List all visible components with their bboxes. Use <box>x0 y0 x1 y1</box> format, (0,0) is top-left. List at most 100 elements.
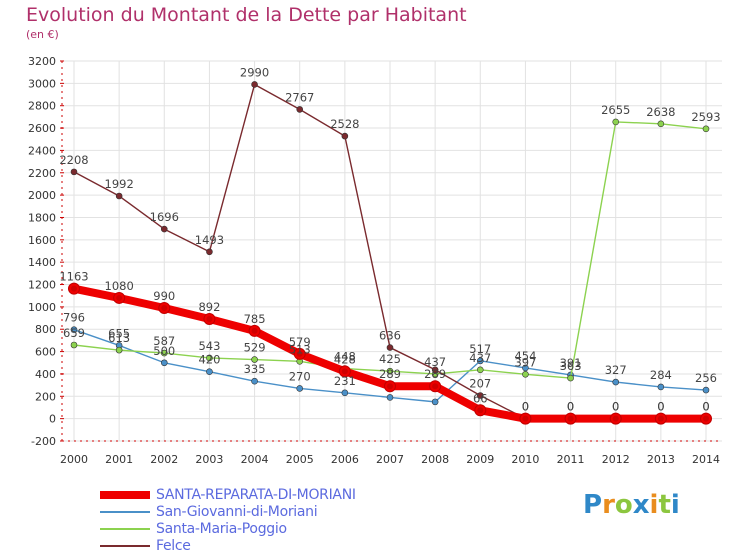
data-point-felce <box>70 168 78 176</box>
data-label-santa-reparata: 0 <box>612 400 619 414</box>
x-tick-label: 2003 <box>195 453 223 466</box>
data-label-santa-maria: 587 <box>153 334 175 348</box>
y-tick-label: 200 <box>35 390 56 403</box>
data-point-san-giovanni <box>657 383 665 391</box>
data-label-santa-reparata: 0 <box>702 400 709 414</box>
legend-item-santa-reparata: SANTA-REPARATA-DI-MORIANI <box>100 486 356 503</box>
data-label-san-giovanni: 454 <box>514 349 536 363</box>
legend-swatch-felce <box>100 544 150 547</box>
logo-letter: r <box>602 490 615 520</box>
data-label-santa-maria: 2593 <box>691 110 720 124</box>
data-point-san-giovanni <box>702 386 710 394</box>
data-label-san-giovanni: 335 <box>244 362 266 376</box>
data-point-felce <box>386 344 394 351</box>
data-point-santa-maria <box>206 354 213 362</box>
data-point-felce <box>476 392 484 399</box>
data-point-san-giovanni <box>431 398 439 406</box>
x-tick-label: 2010 <box>511 453 539 466</box>
data-label-san-giovanni: 270 <box>289 369 311 383</box>
y-tick-label: 2800 <box>28 100 56 113</box>
data-label-santa-reparata: 0 <box>522 400 529 414</box>
data-label-san-giovanni: 231 <box>334 374 356 388</box>
data-label-santa-reparata: 1080 <box>105 279 134 293</box>
logo-letter: i <box>670 490 680 520</box>
data-label-santa-maria: 613 <box>108 331 130 345</box>
data-label-felce: 0 <box>567 400 574 414</box>
data-label-san-giovanni: 284 <box>650 368 672 382</box>
data-point-san-giovanni <box>522 364 529 372</box>
data-label-santa-reparata: 990 <box>153 289 175 303</box>
legend-label-san-giovanni: San-Giovanni-di-Moriani <box>156 503 318 520</box>
data-point-inner-santa-reparata <box>341 368 348 375</box>
y-tick-label: 3000 <box>28 77 56 90</box>
data-label-san-giovanni: 420 <box>198 353 220 367</box>
data-point-felce <box>296 106 304 113</box>
data-label-felce: 2528 <box>330 117 359 131</box>
x-tick-label: 2002 <box>150 453 178 466</box>
data-label-felce: 0 <box>657 400 664 414</box>
logo-letter: t <box>658 490 671 520</box>
data-point-santa-maria <box>251 356 258 363</box>
data-label-santa-reparata: 66 <box>473 391 488 405</box>
data-label-santa-maria: 437 <box>469 351 491 365</box>
y-tick-label: 1400 <box>28 256 56 269</box>
data-label-felce: 0 <box>702 400 709 414</box>
x-tick-label: 2006 <box>331 453 359 466</box>
data-label-felce: 1992 <box>105 177 134 191</box>
y-tick-label: 600 <box>35 346 56 359</box>
legend-item-santa-maria: Santa-Maria-Poggio <box>100 520 356 537</box>
data-point-felce <box>341 132 349 140</box>
data-point-inner-santa-reparata <box>387 383 393 390</box>
legend-swatch-santa-maria <box>100 527 150 530</box>
data-label-santa-reparata: 0 <box>657 400 664 414</box>
data-point-san-giovanni <box>251 377 258 385</box>
data-point-san-giovanni <box>612 378 620 386</box>
data-label-santa-reparata: 428 <box>334 352 356 366</box>
data-point-inner-santa-reparata <box>567 415 574 422</box>
data-label-santa-maria: 448 <box>334 350 356 364</box>
data-label-santa-maria: 659 <box>63 326 85 340</box>
data-label-santa-reparata: 0 <box>567 400 574 414</box>
data-label-santa-maria: 425 <box>379 352 401 366</box>
data-label-felce: 207 <box>469 377 491 391</box>
legend-label-santa-reparata: SANTA-REPARATA-DI-MORIANI <box>156 486 356 503</box>
data-point-santa-maria <box>476 366 484 374</box>
data-label-santa-maria: 2655 <box>601 103 630 117</box>
data-label-felce: 0 <box>522 400 529 414</box>
data-label-felce: 1696 <box>150 210 179 224</box>
data-label-santa-reparata: 785 <box>244 312 266 326</box>
data-point-santa-maria <box>522 370 529 378</box>
logo-letter: o <box>614 490 633 520</box>
data-label-santa-reparata: 1163 <box>59 270 88 284</box>
data-point-felce <box>206 248 213 256</box>
y-tick-label: 800 <box>35 323 56 336</box>
data-point-santa-maria <box>386 367 394 375</box>
x-tick-label: 2007 <box>376 453 404 466</box>
data-label-santa-maria: 543 <box>198 339 220 353</box>
data-label-santa-maria: 2638 <box>646 105 675 119</box>
x-tick-label: 2008 <box>421 453 449 466</box>
data-label-san-giovanni: 500 <box>153 344 175 358</box>
data-point-santa-maria <box>160 349 168 357</box>
plot-area <box>62 61 722 441</box>
data-point-san-giovanni <box>476 357 484 365</box>
data-point-inner-santa-reparata <box>71 285 77 292</box>
data-point-felce <box>431 366 439 374</box>
data-label-felce: 0 <box>612 400 619 414</box>
data-point-santa-maria <box>657 120 665 128</box>
data-point-inner-santa-reparata <box>612 415 619 422</box>
data-point-inner-santa-reparata <box>206 315 213 322</box>
data-point-san-giovanni <box>296 385 304 392</box>
legend-label-felce: Felce <box>156 537 191 554</box>
logo-letter: i <box>649 490 659 520</box>
data-label-santa-maria: 513 <box>289 342 311 356</box>
y-tick-label: 2400 <box>28 144 56 157</box>
y-tick-label: 1200 <box>28 279 56 292</box>
y-tick-label: 0 <box>49 413 56 426</box>
data-point-san-giovanni <box>70 326 78 333</box>
x-tick-label: 2005 <box>286 453 314 466</box>
data-label-santa-reparata: 892 <box>198 300 220 314</box>
x-tick-label: 2012 <box>602 453 630 466</box>
